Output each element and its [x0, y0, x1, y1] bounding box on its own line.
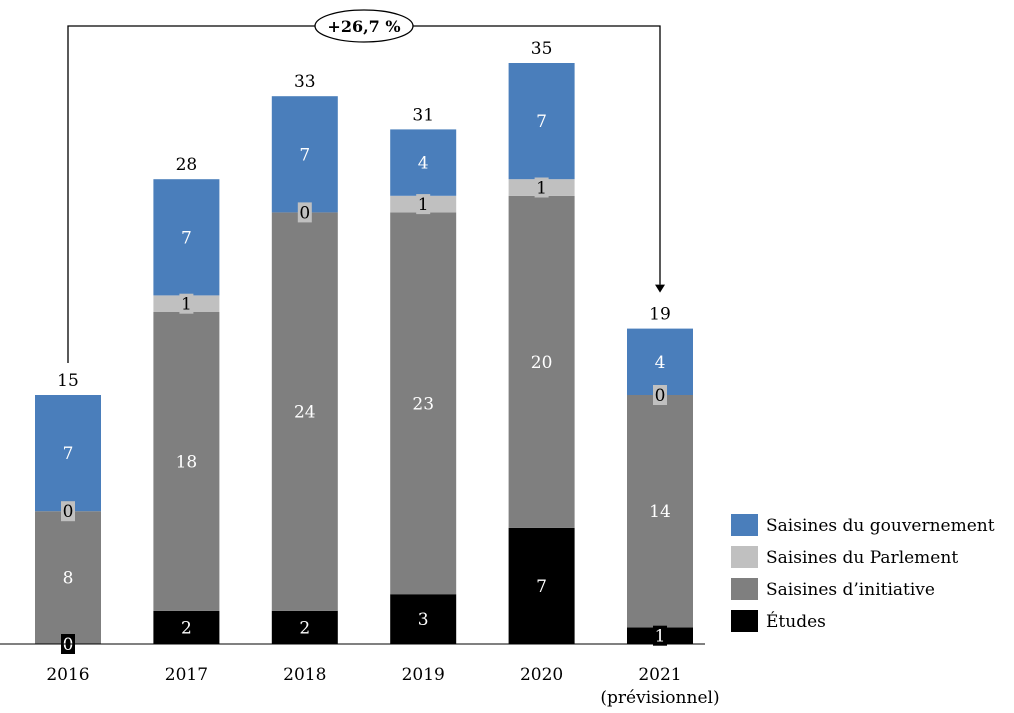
x-tick-label-2021: 2021 — [638, 665, 681, 685]
bar-segment-2019-s3 — [390, 129, 457, 196]
growth-annotation: +26,7 % — [67, 9, 665, 363]
bar-segment-2016-s1 — [35, 511, 101, 644]
segment-label-2017-s3: 7 — [181, 228, 192, 248]
legend-swatch-1 — [731, 546, 758, 568]
bar-segment-2018-s3 — [271, 96, 338, 213]
x-tick-label-2017: 2017 — [165, 665, 208, 685]
legend-label-2: Saisines d’initiative — [766, 580, 935, 600]
segment-label-2019-s3: 4 — [418, 154, 429, 174]
segment-label-2016-s3: 7 — [63, 444, 74, 464]
x-tick-sublabel-2021: (prévisionnel) — [600, 688, 719, 708]
annotation-ellipse — [314, 9, 414, 43]
segment-label-2021-s0: 1 — [655, 627, 666, 647]
total-label-2020: 35 — [531, 39, 553, 59]
legend-swatch-0 — [731, 514, 758, 536]
small-label-box-2020-s2 — [534, 177, 549, 198]
legend-label-0: Saisines du gouvernement — [766, 516, 995, 536]
bar-segment-2016-s3 — [35, 395, 101, 512]
total-label-2019: 31 — [412, 105, 434, 125]
segment-label-2018-s3: 7 — [299, 145, 310, 165]
total-label-2018: 33 — [294, 72, 316, 92]
legend-swatch-2 — [731, 578, 758, 600]
x-tick-label-2016: 2016 — [46, 665, 89, 685]
segment-label-2017-s2: 1 — [181, 295, 192, 315]
segment-label-2018-s1: 24 — [294, 403, 316, 423]
bars-layer — [35, 63, 693, 644]
legend: Saisines du gouvernement Saisines du Parl… — [731, 514, 995, 632]
bar-segment-2017-s1 — [153, 312, 220, 611]
x-tick-label-2019: 2019 — [402, 665, 445, 685]
segment-label-2021-s1: 14 — [649, 502, 671, 522]
x-tick-label-2020: 2020 — [520, 665, 563, 685]
legend-label-3: Études — [766, 611, 826, 632]
total-label-2017: 28 — [176, 155, 198, 175]
bar-segment-2019-s1 — [390, 212, 457, 595]
zero-label-box-2016-s2 — [61, 501, 75, 522]
small-label-box-2021-s0 — [653, 625, 667, 646]
segment-label-2021-s2: 0 — [655, 386, 666, 406]
segment-label-2019-s1: 23 — [412, 394, 434, 414]
small-label-box-2019-s2 — [416, 194, 431, 215]
legend-swatch-3 — [731, 610, 758, 632]
segment-label-2020-s3: 7 — [536, 112, 547, 132]
bar-segment-2019-s0 — [390, 594, 457, 644]
zero-label-box-2018-s2 — [297, 202, 312, 223]
bar-segment-2018-s1 — [271, 212, 338, 611]
legend-label-1: Saisines du Parlement — [766, 548, 958, 568]
bar-segment-2021-s1 — [627, 395, 693, 628]
total-label-2021: 19 — [649, 305, 671, 325]
segment-label-2018-s2: 0 — [299, 203, 310, 223]
annotation-label: +26,7 % — [327, 17, 400, 36]
zero-label-box-2021-s2 — [653, 385, 667, 405]
bar-segment-2017-s3 — [153, 179, 220, 296]
segment-label-2016-s1: 8 — [63, 569, 74, 589]
segment-label-2019-s2: 1 — [418, 195, 429, 215]
bar-segment-2020-s3 — [508, 63, 575, 180]
bar-segment-2017-s0 — [153, 610, 220, 644]
segment-label-2020-s1: 20 — [531, 353, 553, 373]
segment-label-2019-s0: 3 — [418, 610, 429, 630]
segment-label-2016-s0: 0 — [63, 635, 74, 655]
segment-label-2018-s0: 2 — [299, 618, 310, 638]
segment-label-2017-s0: 2 — [181, 618, 192, 638]
bar-segment-2020-s1 — [508, 195, 575, 528]
segment-label-2017-s1: 18 — [176, 452, 198, 472]
annotation-arrowhead — [655, 284, 665, 293]
bar-segment-2020-s0 — [508, 527, 575, 644]
segment-label-2020-s2: 1 — [536, 179, 547, 199]
small-label-box-2017-s2 — [179, 293, 194, 314]
x-tick-label-2018: 2018 — [283, 665, 326, 685]
total-label-2016: 15 — [57, 371, 79, 391]
bar-segment-2018-s0 — [271, 610, 338, 644]
x-tick-labels-layer: 2016 2017 2018 2019 2020 2021 (prévisionnel) — [46, 665, 719, 708]
segment-label-2016-s2: 0 — [63, 502, 74, 522]
segment-label-2020-s0: 7 — [536, 577, 547, 597]
totals-layer: 15 28 33 31 35 19 — [57, 39, 671, 391]
bar-segment-2021-s3 — [627, 328, 693, 395]
segment-label-2021-s3: 4 — [655, 353, 666, 373]
